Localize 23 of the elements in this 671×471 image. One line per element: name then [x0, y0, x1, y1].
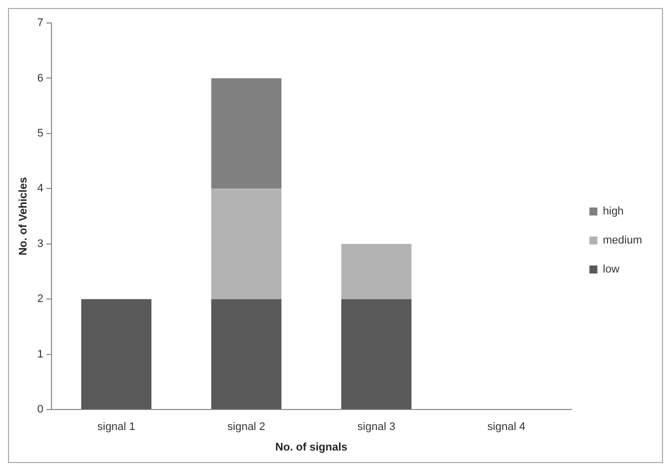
bar	[211, 188, 282, 300]
y-tick-label: 5	[37, 127, 44, 140]
x-tick-label: signal 3	[357, 421, 396, 434]
legend-label: high	[602, 206, 624, 218]
y-tick-label: 6	[37, 72, 44, 84]
y-tick-label: 7	[37, 17, 44, 30]
bar	[341, 244, 412, 300]
bar	[341, 299, 412, 410]
y-tick-label: 2	[37, 293, 44, 306]
y-axis-title: No. of Vehicles	[18, 177, 30, 256]
x-axis-title: No. of signals	[275, 441, 348, 454]
bar	[81, 299, 152, 410]
y-tick-label: 0	[37, 404, 44, 416]
x-tick-label: signal 4	[487, 421, 526, 434]
bar	[211, 78, 282, 189]
x-tick-label: signal 2	[227, 421, 266, 434]
y-tick-label: 4	[37, 182, 44, 195]
y-tick-label: 1	[37, 348, 44, 360]
legend-label: medium	[602, 234, 642, 247]
x-tick-label: signal 1	[97, 421, 136, 434]
bar	[211, 299, 282, 410]
legend-label: low	[602, 264, 620, 276]
y-tick-label: 3	[37, 238, 44, 250]
